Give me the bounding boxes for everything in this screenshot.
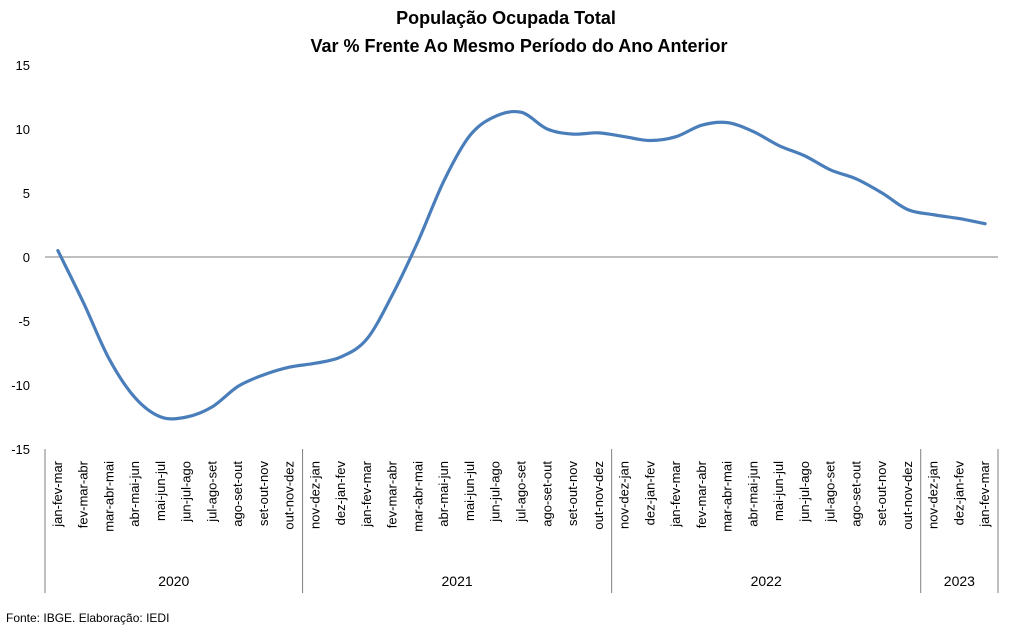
- x-tick-label: out-nov-dez: [282, 461, 297, 530]
- x-tick-label: jan-fev-mar: [668, 460, 683, 527]
- x-tick-label: jul-ago-set: [204, 461, 219, 523]
- x-tick-label: mai-jun-jul: [153, 461, 168, 521]
- series-line: [56, 109, 987, 421]
- x-tick-label: mar-abr-mai: [101, 461, 116, 532]
- x-axis: jan-fev-mar fev-mar-abr mar-abr-mai abr-mai…: [44, 449, 999, 593]
- x-tick-label: dez-jan-fev: [333, 461, 348, 526]
- chart-subtitle: Var % Frente Ao Mesmo Período do Ano Ant…: [310, 36, 727, 56]
- chart-title: População Ocupada Total: [396, 8, 616, 28]
- x-tick-label: dez-jan-fev: [951, 461, 966, 526]
- x-tick-label: ago-set-out: [230, 461, 245, 527]
- x-tick-label: jul-ago-set: [823, 461, 838, 523]
- x-tick-label: mai-jun-jul: [462, 461, 477, 521]
- x-tick-label: set-out-nov: [256, 461, 271, 527]
- y-tick-label: -15: [11, 442, 30, 457]
- x-tick-label: nov-dez-jan: [617, 461, 632, 529]
- x-tick-label: ago-set-out: [539, 461, 554, 527]
- x-tick-label: nov-dez-jan: [926, 461, 941, 529]
- x-tick-label: fev-mar-abr: [385, 460, 400, 528]
- x-tick-label: jan-fev-mar: [359, 460, 374, 527]
- x-tick-label: out-nov-dez: [591, 461, 606, 530]
- x-group-label: 2020: [158, 573, 189, 589]
- x-tick-label: set-out-nov: [874, 461, 889, 527]
- x-tick-label: mai-jun-jul: [771, 461, 786, 521]
- x-tick-label: jul-ago-set: [514, 461, 529, 523]
- x-tick-label: mar-abr-mai: [410, 461, 425, 532]
- y-tick-label: 10: [16, 122, 30, 137]
- x-tick-label: jun-jul-ago: [179, 461, 194, 523]
- x-tick-label: jan-fev-mar: [50, 460, 65, 527]
- y-tick-label: 5: [23, 186, 30, 201]
- x-tick-label: fev-mar-abr: [694, 460, 709, 528]
- y-tick-label: -10: [11, 378, 30, 393]
- x-tick-label: abr-mai-jun: [436, 461, 451, 527]
- x-tick-label: mar-abr-mai: [720, 461, 735, 532]
- x-tick-label: fev-mar-abr: [76, 460, 91, 528]
- x-group-label: 2023: [944, 573, 975, 589]
- y-tick-label: 0: [23, 250, 30, 265]
- x-group-label: 2021: [442, 573, 473, 589]
- x-tick-label: jun-jul-ago: [797, 461, 812, 523]
- x-group-label: 2022: [751, 573, 782, 589]
- x-tick-label: out-nov-dez: [900, 461, 915, 530]
- x-tick-label: jun-jul-ago: [488, 461, 503, 523]
- source-note: Fonte: IBGE. Elaboração: IEDI: [6, 611, 170, 625]
- x-tick-label: set-out-nov: [565, 461, 580, 527]
- x-tick-label: ago-set-out: [848, 461, 863, 527]
- x-tick-label: abr-mai-jun: [127, 461, 142, 527]
- x-tick-label: abr-mai-jun: [745, 461, 760, 527]
- x-tick-label: nov-dez-jan: [307, 461, 322, 529]
- y-axis: 15 10 5 0 -5 -10 -15: [11, 58, 30, 457]
- x-tick-label: jan-fev-mar: [977, 460, 992, 527]
- x-tick-label: dez-jan-fev: [642, 461, 657, 526]
- y-tick-label: 15: [16, 58, 30, 73]
- y-tick-label: -5: [18, 314, 30, 329]
